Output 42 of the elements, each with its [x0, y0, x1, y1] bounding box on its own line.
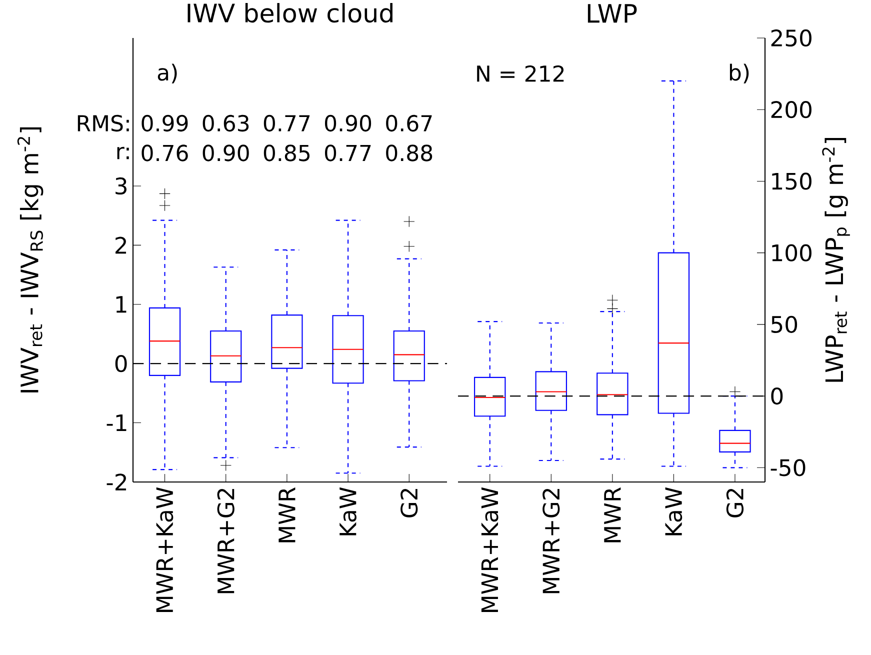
x-tick-label: KaW — [665, 487, 682, 536]
y-tick-label: 2 — [116, 236, 126, 254]
chart-title: LWP — [588, 4, 637, 23]
annotation: b) — [730, 64, 749, 84]
chart-title: IWV below cloud — [188, 3, 392, 23]
annotation: 0.77 — [324, 144, 371, 162]
text: r: — [117, 146, 129, 160]
annotation: 0.88 — [386, 144, 432, 162]
annotation: 0.90 — [324, 114, 372, 132]
annotation: 0.90 — [202, 144, 249, 162]
x-tick-label: MWR+G2 — [542, 488, 560, 594]
annotation: 0.67 — [386, 114, 432, 132]
x-tick-label: G2 — [400, 488, 418, 518]
annotation: 0.76 — [142, 144, 188, 162]
y-tick-label: -1 — [106, 414, 126, 432]
x-tick-label: MWR — [278, 487, 296, 542]
y2-tick-label: 150 — [772, 172, 812, 190]
y2-tick-label: 250 — [771, 29, 812, 47]
x-tick-label: G2 — [726, 488, 744, 518]
y2-tick-label: 200 — [771, 101, 812, 118]
x-tick-label: KaW — [340, 487, 356, 536]
x-tick-label: MWR — [604, 487, 621, 542]
annotation: a) — [158, 64, 177, 84]
y2-axis-title: LWP$_{ret}$ - LWP$_{p}$ [g m$^{-2}$] — [822, 138, 850, 382]
y2-tick-label: 0 — [771, 387, 783, 405]
annotation: 0.77 — [264, 114, 310, 132]
x-tick-label: MWR+G2 — [217, 488, 234, 594]
annotation: 0.99 — [142, 114, 188, 132]
annotation: N = 212 — [477, 65, 564, 82]
y-tick-label: 3 — [116, 177, 126, 195]
y2-tick-label: 100 — [772, 244, 812, 262]
y-tick-label: 1 — [116, 296, 126, 313]
y2-tick-label: 50 — [771, 316, 798, 334]
x-tick-label: MWR+KaW — [156, 487, 174, 612]
text: RMS: — [78, 114, 129, 132]
y-axis-title: IWV$_{ret}$ - IWV$_{RS}$ [kg m$^{-2}$] — [17, 127, 44, 392]
x-tick-label: MWR+KaW — [481, 487, 498, 612]
annotation: 0.63 — [202, 114, 249, 132]
y-tick-label: 0 — [115, 355, 127, 372]
y2-tick-label: -50 — [770, 459, 806, 476]
y-tick-label: -2 — [106, 474, 126, 490]
annotation: 0.85 — [264, 144, 310, 162]
